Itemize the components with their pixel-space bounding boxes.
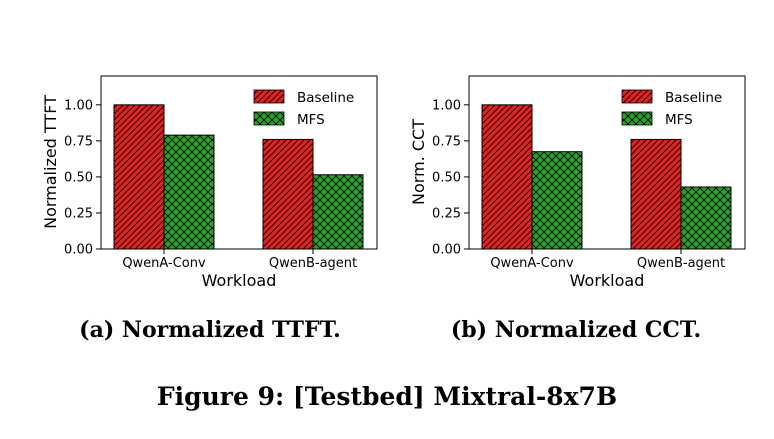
bar-baseline-qwenb-agent bbox=[630, 138, 682, 250]
y-tick-label: 0.75 bbox=[432, 134, 461, 149]
y-tick-label: 0.00 bbox=[432, 243, 461, 258]
y-tick-label: 0.25 bbox=[64, 206, 93, 221]
legend: Baseline MFS bbox=[253, 89, 354, 128]
legend: Baseline MFS bbox=[621, 89, 722, 128]
legend-swatch-mfs bbox=[621, 111, 653, 126]
y-tick-label: 1.00 bbox=[432, 98, 461, 113]
legend-swatch-baseline bbox=[621, 89, 653, 104]
x-tick-label: QwenB-agent bbox=[269, 256, 357, 271]
plot-frame bbox=[468, 75, 746, 250]
x-axis-label: Workload bbox=[570, 271, 645, 290]
plot-frame bbox=[100, 75, 378, 250]
y-tick-label: 0.00 bbox=[64, 243, 93, 258]
legend-swatch-mfs bbox=[253, 111, 285, 126]
x-axis-label: Workload bbox=[202, 271, 277, 290]
bar-mfs-qwena-conv bbox=[531, 151, 583, 250]
y-axis-label: Norm. CCT bbox=[409, 119, 428, 205]
y-tick-label: 0.50 bbox=[432, 170, 461, 185]
bar-baseline-qwena-conv bbox=[481, 104, 533, 250]
y-tick-label: 0.25 bbox=[432, 206, 461, 221]
legend-label-baseline: Baseline bbox=[297, 90, 354, 106]
legend-swatch-baseline bbox=[253, 89, 285, 104]
subfigure-caption: (a) Normalized TTFT. bbox=[79, 317, 341, 343]
chart-panel-a: 0.00 0.25 0.50 0.75 1.00 QwenA-Conv QwenB-agen… bbox=[41, 75, 378, 343]
chart-panel-b: 0.00 0.25 0.50 0.75 1.00 QwenA-Conv QwenB-agen… bbox=[409, 75, 746, 343]
legend-label-mfs: MFS bbox=[665, 112, 693, 128]
y-tick-label: 0.50 bbox=[64, 170, 93, 185]
subfigure-caption: (b) Normalized CCT. bbox=[451, 317, 701, 343]
bar-mfs-qwenb-agent bbox=[312, 174, 364, 250]
y-axis-label: Normalized TTFT bbox=[41, 95, 60, 229]
x-tick-label: QwenA-Conv bbox=[122, 256, 206, 271]
x-tick-label: QwenA-Conv bbox=[490, 256, 574, 271]
bar-mfs-qwena-conv bbox=[163, 134, 215, 250]
bar-mfs-qwenb-agent bbox=[680, 186, 732, 250]
legend-label-mfs: MFS bbox=[297, 112, 325, 128]
bar-baseline-qwenb-agent bbox=[262, 138, 314, 250]
legend-label-baseline: Baseline bbox=[665, 90, 722, 106]
y-tick-label: 0.75 bbox=[64, 134, 93, 149]
figure-caption: Figure 9: [Testbed] Mixtral-8x7B bbox=[157, 382, 617, 411]
bar-baseline-qwena-conv bbox=[113, 104, 165, 250]
y-tick-label: 1.00 bbox=[64, 98, 93, 113]
x-tick-label: QwenB-agent bbox=[637, 256, 725, 271]
